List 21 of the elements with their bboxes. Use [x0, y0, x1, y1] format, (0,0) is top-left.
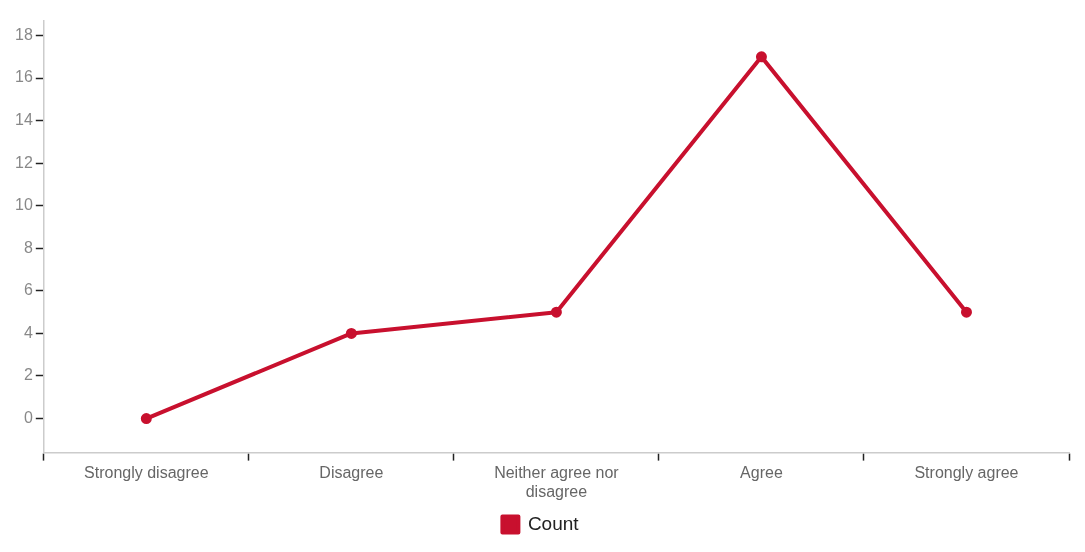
- y-tick-label: 10: [15, 196, 33, 214]
- y-tick-label: 4: [23, 323, 33, 341]
- legend-label: Count: [527, 512, 580, 534]
- point: [345, 327, 357, 339]
- y-tick-label: 14: [15, 111, 33, 129]
- point: [550, 306, 562, 318]
- x-tick-label: Disagree: [319, 463, 384, 481]
- y-tick-label: 8: [23, 238, 33, 256]
- y-tick-label: 6: [23, 281, 33, 299]
- point: [140, 413, 152, 425]
- y-tick-label: 18: [15, 25, 33, 43]
- y-tick-label: 0: [23, 408, 33, 426]
- point: [755, 51, 767, 63]
- x-tick-label: Agree: [740, 463, 783, 481]
- y-tick-label: 16: [15, 68, 33, 86]
- x-tick-label: Strongly agree: [914, 463, 1019, 481]
- point: [960, 306, 972, 318]
- x-tick-label: Strongly disagree: [84, 463, 209, 481]
- y-tick-label: 12: [15, 153, 33, 171]
- y-tick-label: 2: [23, 366, 33, 384]
- x-tick-label: Neither agree nor disagree: [494, 463, 620, 500]
